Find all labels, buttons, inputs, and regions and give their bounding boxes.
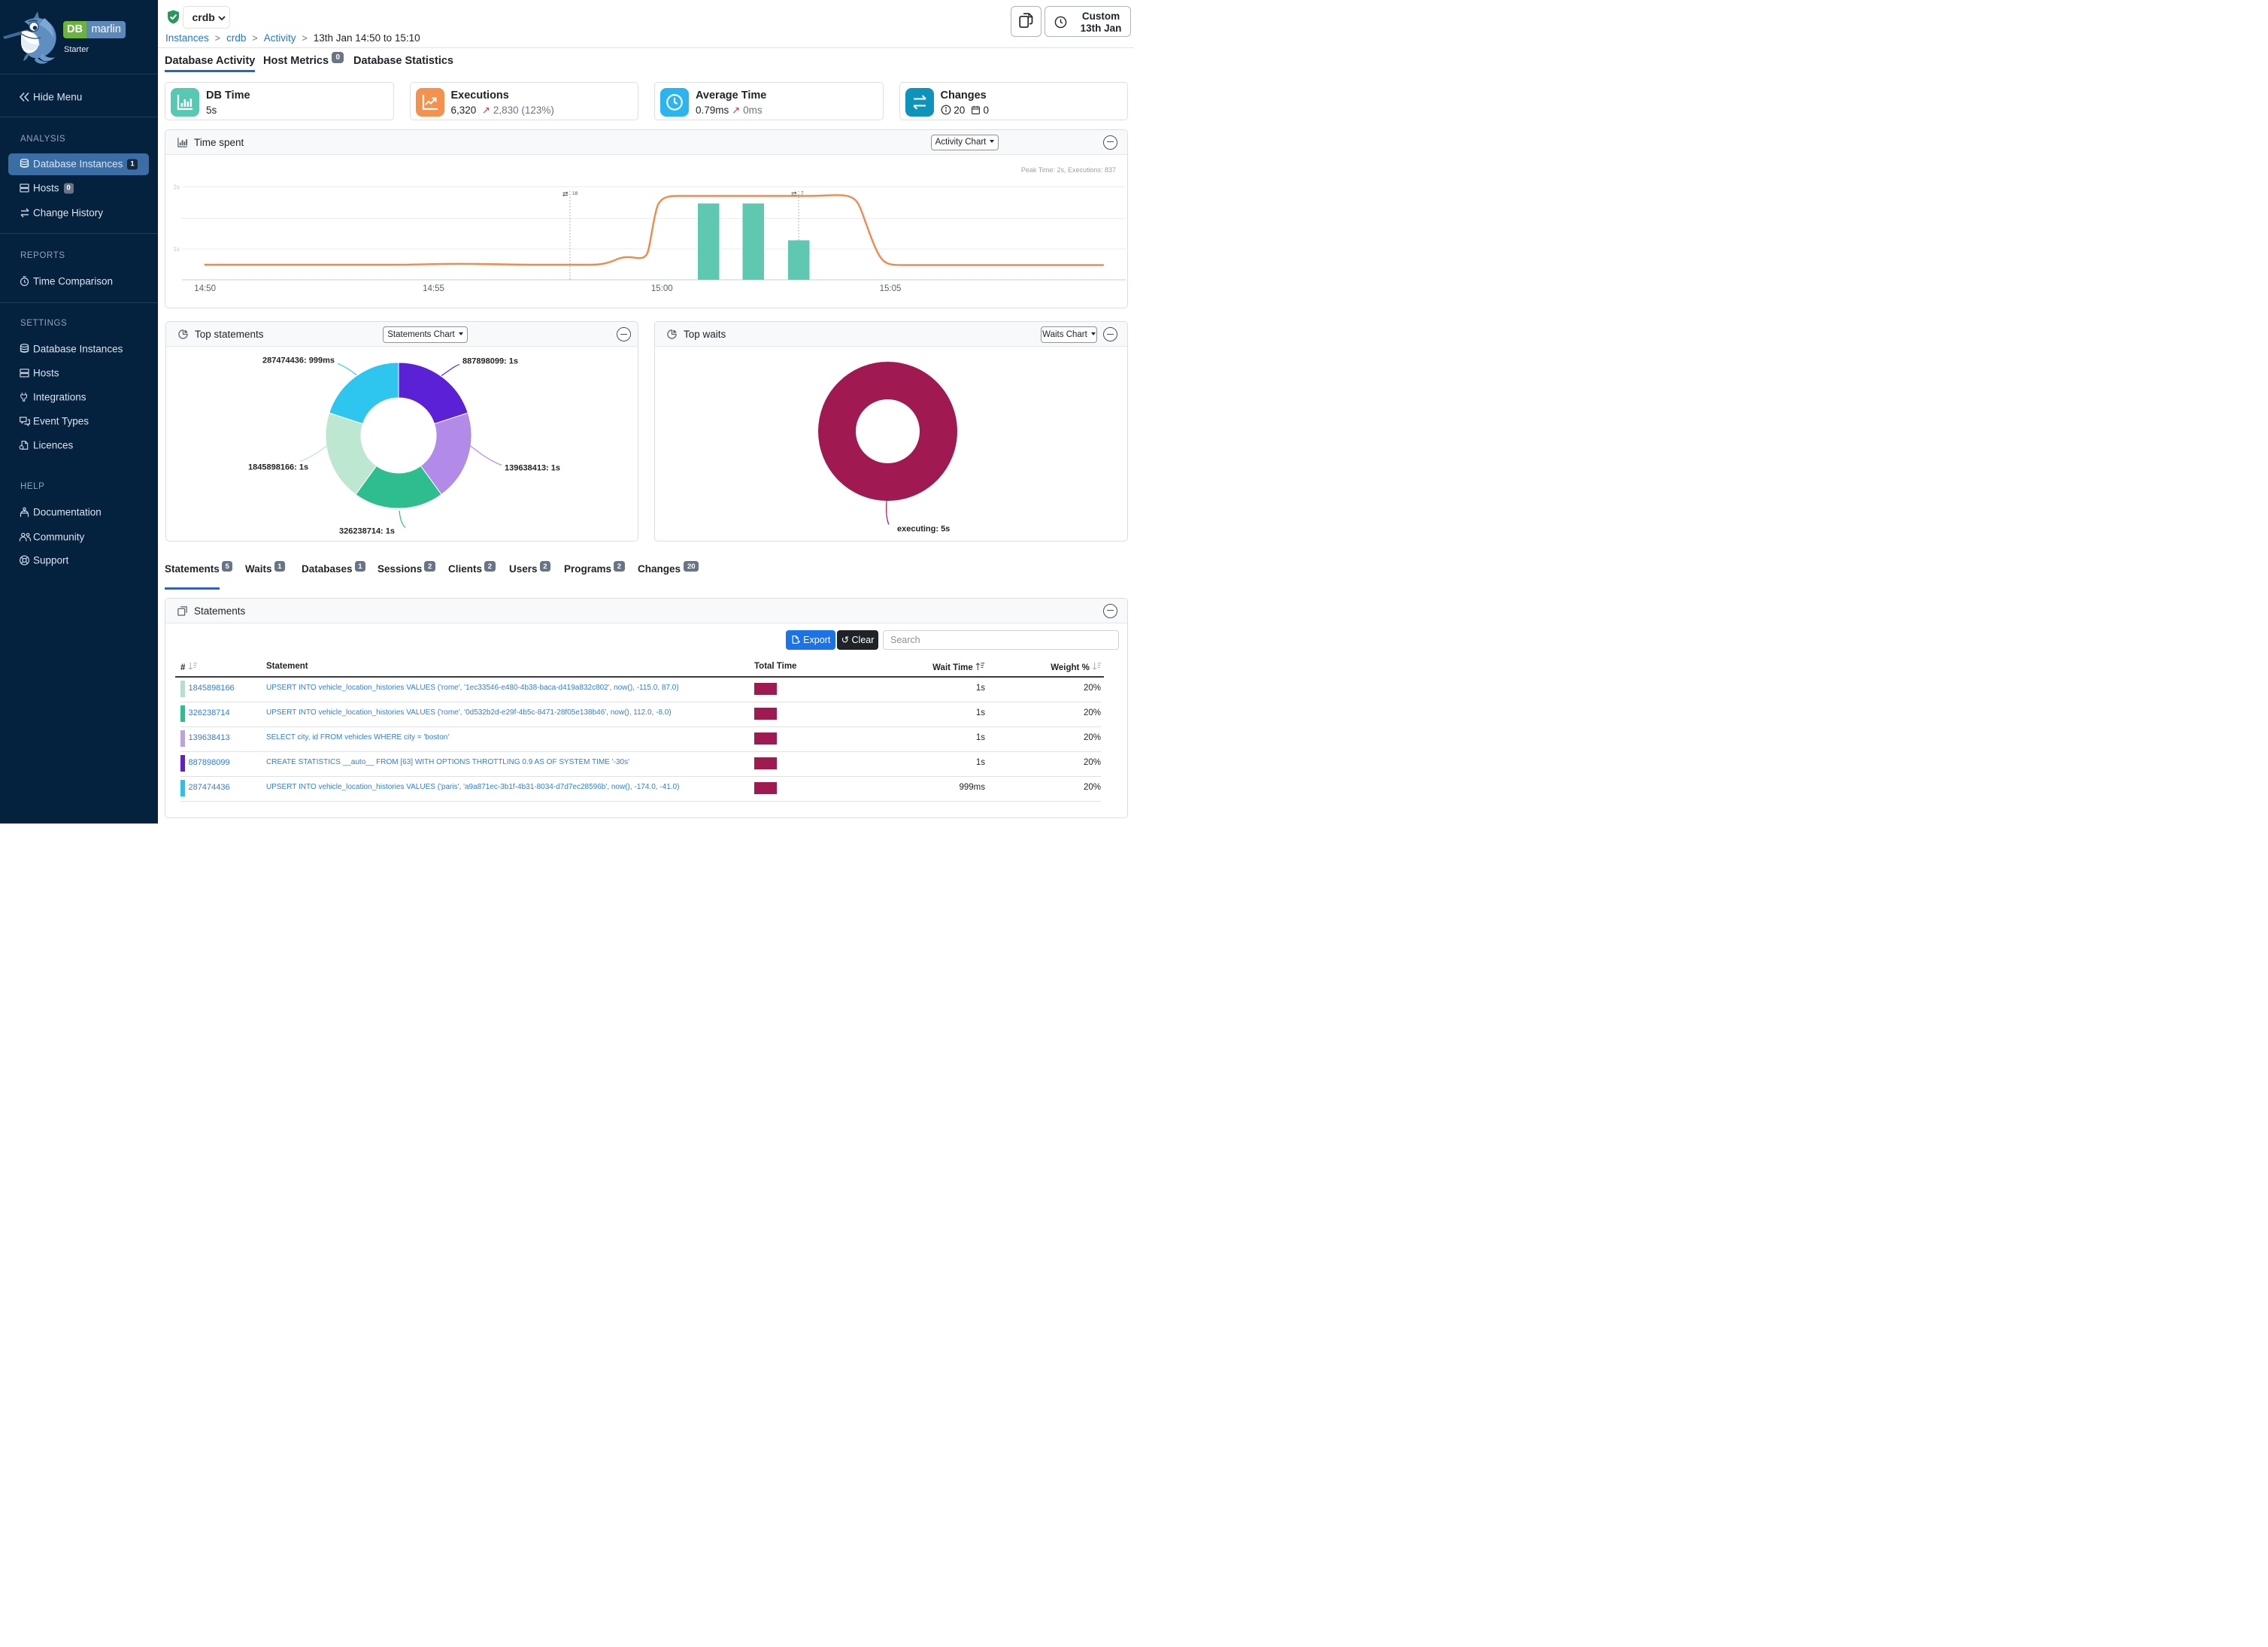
- svg-text:Peak Time: 2s, Executions: 837: Peak Time: 2s, Executions: 837: [1021, 166, 1116, 174]
- svg-text:287474436: 999ms: 287474436: 999ms: [262, 356, 335, 365]
- svg-text:2s: 2s: [174, 184, 180, 190]
- svg-text:14:50: 14:50: [194, 284, 216, 293]
- svg-text:139638413: 1s: 139638413: 1s: [505, 464, 560, 473]
- svg-text:7: 7: [801, 191, 804, 196]
- svg-text:14:55: 14:55: [423, 284, 444, 293]
- svg-text:⇄: ⇄: [791, 190, 797, 198]
- svg-text:326238714: 1s: 326238714: 1s: [339, 527, 395, 536]
- svg-text:15:05: 15:05: [880, 284, 902, 293]
- svg-text:⇄: ⇄: [562, 190, 569, 198]
- svg-text:887898099: 1s: 887898099: 1s: [462, 357, 518, 366]
- svg-text:15:00: 15:00: [651, 284, 673, 293]
- svg-text:executing: 5s: executing: 5s: [897, 525, 950, 534]
- svg-text:18: 18: [572, 191, 578, 196]
- svg-text:1s: 1s: [174, 246, 180, 253]
- svg-text:1845898166: 1s: 1845898166: 1s: [248, 463, 308, 472]
